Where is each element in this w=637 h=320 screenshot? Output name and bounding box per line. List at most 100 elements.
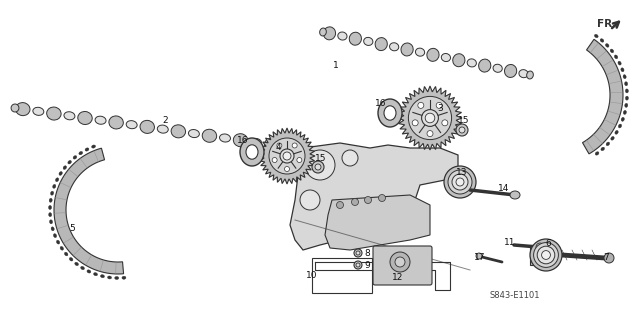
Circle shape	[456, 124, 468, 136]
Ellipse shape	[64, 252, 68, 256]
Ellipse shape	[47, 107, 61, 120]
Ellipse shape	[85, 148, 89, 151]
Circle shape	[354, 261, 362, 269]
Ellipse shape	[240, 138, 264, 166]
Ellipse shape	[75, 262, 78, 266]
Circle shape	[536, 243, 544, 251]
Ellipse shape	[624, 110, 626, 114]
Circle shape	[537, 246, 555, 264]
Ellipse shape	[264, 138, 279, 151]
Circle shape	[364, 196, 371, 204]
FancyBboxPatch shape	[373, 246, 432, 285]
Ellipse shape	[79, 151, 83, 155]
Ellipse shape	[493, 64, 502, 72]
Circle shape	[395, 257, 405, 267]
Text: 7: 7	[603, 253, 609, 262]
Ellipse shape	[115, 276, 118, 279]
Text: 4: 4	[275, 142, 281, 151]
Circle shape	[426, 113, 435, 123]
Ellipse shape	[122, 276, 126, 279]
Text: 17: 17	[475, 253, 486, 262]
Text: 9: 9	[364, 260, 370, 269]
Text: 2: 2	[162, 116, 168, 124]
Ellipse shape	[364, 37, 373, 45]
Ellipse shape	[625, 82, 627, 86]
Ellipse shape	[594, 34, 598, 38]
Ellipse shape	[50, 220, 52, 224]
Ellipse shape	[189, 130, 199, 138]
Text: 11: 11	[505, 237, 516, 246]
Circle shape	[280, 149, 294, 163]
Circle shape	[442, 120, 448, 126]
Ellipse shape	[11, 104, 19, 112]
Ellipse shape	[69, 258, 73, 261]
Circle shape	[459, 127, 465, 133]
Ellipse shape	[611, 137, 614, 140]
Circle shape	[292, 143, 297, 148]
Ellipse shape	[606, 44, 609, 47]
Ellipse shape	[324, 27, 336, 40]
Text: 12: 12	[392, 274, 404, 283]
Text: 6: 6	[545, 238, 551, 247]
Text: 15: 15	[315, 154, 327, 163]
Text: 10: 10	[306, 271, 318, 281]
Circle shape	[541, 251, 550, 260]
Text: 14: 14	[498, 183, 510, 193]
Ellipse shape	[453, 54, 465, 67]
Ellipse shape	[401, 43, 413, 56]
Circle shape	[277, 143, 282, 148]
Circle shape	[530, 239, 562, 271]
Ellipse shape	[623, 75, 626, 79]
Ellipse shape	[618, 61, 621, 65]
Circle shape	[427, 131, 433, 137]
Ellipse shape	[338, 32, 347, 40]
Ellipse shape	[49, 198, 52, 202]
Circle shape	[412, 120, 418, 126]
Text: 3: 3	[437, 103, 443, 113]
Polygon shape	[54, 148, 124, 274]
Ellipse shape	[519, 70, 528, 78]
Ellipse shape	[625, 103, 628, 107]
Ellipse shape	[220, 134, 231, 142]
Circle shape	[422, 109, 438, 126]
Ellipse shape	[505, 65, 517, 77]
Circle shape	[378, 195, 385, 202]
Circle shape	[342, 150, 358, 166]
Circle shape	[534, 243, 559, 268]
Ellipse shape	[171, 125, 185, 138]
Circle shape	[300, 190, 320, 210]
Circle shape	[390, 252, 410, 272]
Ellipse shape	[78, 111, 92, 124]
Ellipse shape	[92, 145, 96, 148]
Circle shape	[352, 198, 359, 205]
Bar	[312, 258, 372, 293]
Ellipse shape	[619, 124, 622, 128]
Circle shape	[452, 174, 468, 190]
Ellipse shape	[384, 106, 396, 120]
Ellipse shape	[390, 43, 399, 51]
Text: FR.: FR.	[597, 19, 617, 29]
Ellipse shape	[59, 172, 62, 175]
Ellipse shape	[621, 68, 624, 72]
Circle shape	[336, 202, 343, 209]
Text: 16: 16	[375, 99, 387, 108]
Text: 16: 16	[237, 135, 249, 145]
Ellipse shape	[140, 120, 154, 133]
Ellipse shape	[64, 112, 75, 120]
Circle shape	[356, 263, 360, 267]
Bar	[530, 245, 554, 265]
Circle shape	[444, 166, 476, 198]
Circle shape	[476, 253, 482, 259]
Ellipse shape	[291, 144, 299, 152]
Ellipse shape	[375, 38, 387, 51]
Circle shape	[356, 251, 360, 255]
Ellipse shape	[478, 59, 491, 72]
Circle shape	[305, 150, 335, 180]
Ellipse shape	[527, 71, 533, 79]
Circle shape	[456, 178, 464, 186]
Ellipse shape	[467, 59, 476, 67]
Polygon shape	[259, 128, 315, 184]
Ellipse shape	[378, 99, 402, 127]
Ellipse shape	[595, 152, 599, 155]
Text: 1: 1	[333, 60, 339, 69]
